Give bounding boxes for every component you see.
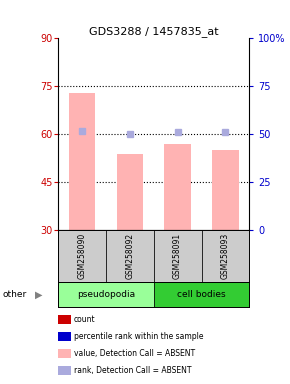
Text: GSM258091: GSM258091	[173, 233, 182, 280]
Text: cell bodies: cell bodies	[177, 290, 226, 299]
Text: pseudopodia: pseudopodia	[77, 290, 135, 299]
Text: percentile rank within the sample: percentile rank within the sample	[74, 332, 204, 341]
Bar	[212, 151, 239, 230]
Text: GSM258093: GSM258093	[221, 233, 230, 280]
Text: GSM258092: GSM258092	[125, 233, 134, 280]
Bar	[69, 93, 95, 230]
Text: rank, Detection Call = ABSENT: rank, Detection Call = ABSENT	[74, 366, 191, 375]
Bar	[202, 230, 249, 282]
Bar	[58, 282, 154, 307]
Bar	[154, 230, 202, 282]
Text: ▶: ▶	[35, 290, 42, 300]
Bar	[117, 154, 143, 230]
Bar	[58, 230, 106, 282]
Title: GDS3288 / 1457835_at: GDS3288 / 1457835_at	[89, 26, 218, 37]
Text: count: count	[74, 315, 96, 324]
Text: value, Detection Call = ABSENT: value, Detection Call = ABSENT	[74, 349, 195, 358]
Bar	[154, 282, 249, 307]
Text: GSM258090: GSM258090	[77, 233, 86, 280]
Bar	[106, 230, 154, 282]
Bar	[164, 144, 191, 230]
Text: other: other	[3, 290, 27, 299]
